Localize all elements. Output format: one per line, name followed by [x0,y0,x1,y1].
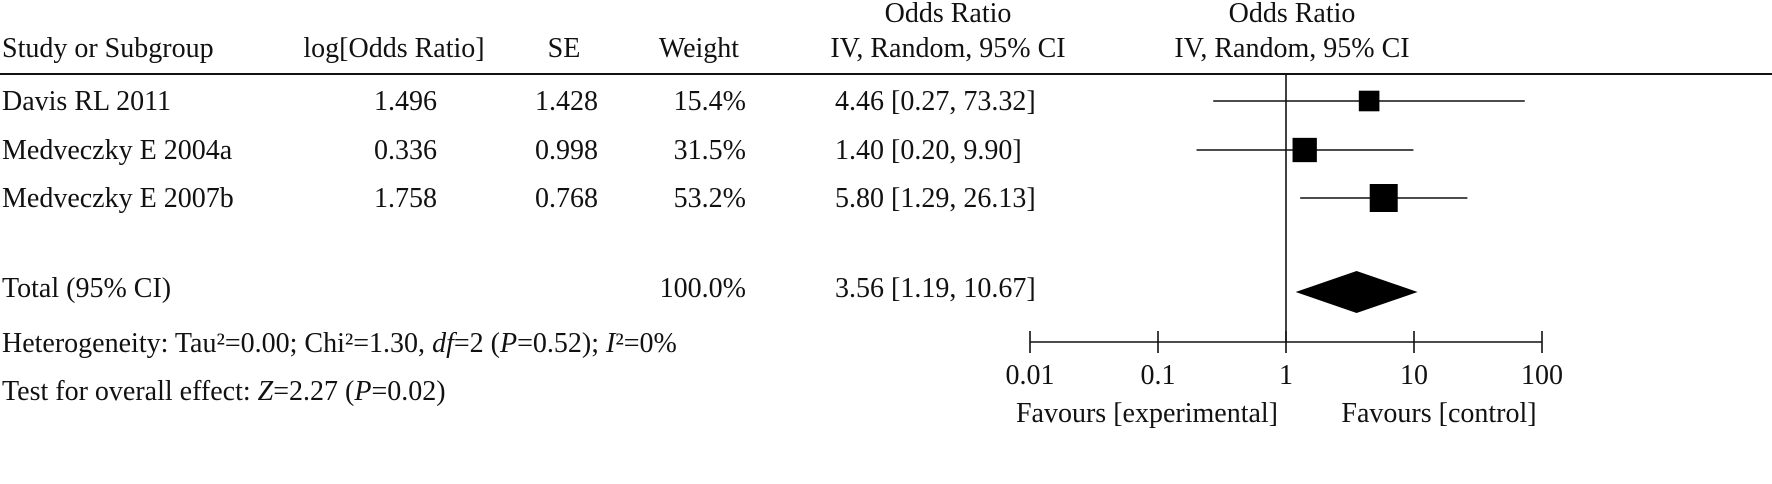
tick-label: 0.1 [1140,360,1176,391]
study-point-square [1369,184,1398,212]
header-log-or: log[Odds Ratio] [303,33,485,64]
tick-label: 1 [1279,360,1293,391]
study-or-ci: 1.40 [0.20, 9.90] [835,135,1022,166]
header-weight: Weight [658,33,740,64]
study-se: 0.998 [535,135,598,166]
study-name: Medveczky E 2004a [2,135,233,166]
study-log-or: 1.496 [374,86,437,117]
study-name: Davis RL 2011 [2,86,172,117]
header-se: SE [547,33,581,64]
tick-label: 100 [1521,360,1563,391]
study-point-square [1358,90,1380,112]
header-or-method: IV, Random, 95% CI [830,33,1066,64]
tick-label: 0.01 [1005,360,1055,391]
header-plot-method: IV, Random, 95% CI [1174,33,1410,64]
study-name: Medveczky E 2007b [2,183,234,214]
study-or-ci: 5.80 [1.29, 26.13] [835,183,1036,214]
study-weight: 31.5% [673,135,746,166]
header-plot-title: Odds Ratio [1228,0,1356,29]
header-rule [0,73,1772,75]
study-se: 0.768 [535,183,598,214]
pooled-estimate-diamond [1295,271,1418,313]
overall-effect-text: Test for overall effect: Z=2.27 (P=0.02) [2,376,446,407]
heterogeneity-text: Heterogeneity: Tau²=0.00; Chi²=1.30, df=… [2,328,677,359]
tick-label: 10 [1400,360,1428,391]
header-study: Study or Subgroup [2,33,214,64]
total-label: Total (95% CI) [2,273,172,304]
study-log-or: 1.758 [374,183,437,214]
study-weight: 15.4% [673,86,746,117]
study-point-square [1292,137,1317,163]
study-or-ci: 4.46 [0.27, 73.32] [835,86,1036,117]
favours-right-label: Favours [control] [1341,398,1537,429]
total-weight: 100.0% [659,273,746,304]
study-se: 1.428 [535,86,598,117]
total-or-ci: 3.56 [1.19, 10.67] [835,273,1036,304]
header-or-title: Odds Ratio [884,0,1012,29]
study-weight: 53.2% [673,183,746,214]
study-log-or: 0.336 [374,135,437,166]
favours-left-label: Favours [experimental] [1015,398,1279,429]
